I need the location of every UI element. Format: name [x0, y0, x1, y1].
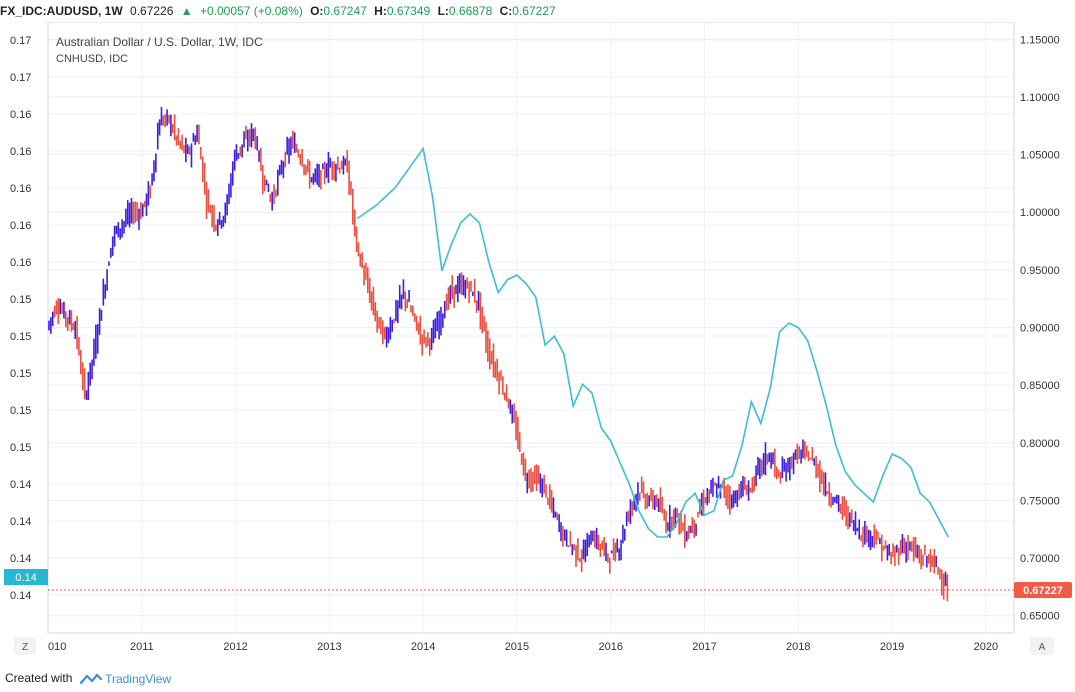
corner-left-label[interactable]: Z: [22, 642, 28, 653]
last-price: 0.67226: [130, 4, 174, 18]
low-label: L:: [437, 4, 449, 18]
right-tick-label: 0.80000: [1020, 438, 1060, 450]
legend-compare-series: CNHUSD, IDC: [56, 53, 128, 65]
high-label: H:: [374, 4, 387, 18]
x-tick-label: 2015: [505, 641, 529, 653]
left-axis-tag-text: 0.14: [15, 572, 36, 584]
symbol-header: FX_IDC:AUDUSD, 1W 0.67226 ▲ +0.00057 (+0…: [0, 0, 1075, 22]
left-tick-label: 0.15: [10, 368, 31, 380]
x-tick-label: 2013: [317, 641, 341, 653]
left-axis[interactable]: 0.17 0.17 0.16 0.16 0.16 0.16 0.16 0.15 0.15 0.15…: [10, 35, 31, 602]
left-tick-label: 0.14: [10, 553, 31, 565]
left-tick-label: 0.15: [10, 294, 31, 306]
right-axis[interactable]: 1.15000 1.10000 1.05000 1.00000 0.95000 0.900…: [1020, 34, 1060, 622]
left-tick-label: 0.16: [10, 257, 31, 269]
x-axis[interactable]: 010 2011 2012 2013 2014 2015 2016 2017 2018 2019 2…: [48, 641, 998, 653]
right-tick-label: 0.95000: [1020, 265, 1060, 277]
low-value: 0.66878: [448, 4, 493, 18]
change-up-icon: ▲: [180, 4, 193, 18]
left-tick-label: 0.14: [10, 590, 31, 602]
x-tick-label: 010: [48, 641, 66, 653]
right-tick-label: 0.90000: [1020, 323, 1060, 335]
left-tick-label: 0.17: [10, 35, 31, 47]
x-tick-label: 2018: [786, 641, 810, 653]
right-tick-label: 1.10000: [1020, 92, 1060, 104]
left-tick-label: 0.15: [10, 331, 31, 343]
grid: [47, 22, 1014, 633]
high-value: 0.67349: [386, 4, 431, 18]
change-value: +0.00057 (+0.08%): [199, 4, 303, 18]
right-tick-label: 0.75000: [1020, 495, 1060, 507]
audusd-bars: [48, 107, 949, 602]
open-value: 0.67247: [323, 4, 367, 18]
created-with: Created with TradingView: [5, 671, 171, 686]
right-tick-label: 0.65000: [1020, 611, 1060, 623]
legend: Australian Dollar / U.S. Dollar, 1W, IDC…: [56, 35, 263, 65]
right-tick-label: 1.15000: [1020, 34, 1060, 46]
footer: Created with TradingView: [0, 658, 1075, 692]
x-tick-label: 2016: [598, 641, 622, 653]
price-tag: 0.67227: [1014, 582, 1072, 599]
left-tick-label: 0.14: [10, 516, 31, 528]
plot-border: [47, 21, 1015, 634]
open-label: O:: [310, 4, 324, 18]
corner-right-label[interactable]: A: [1039, 642, 1046, 653]
price-tag-text: 0.67227: [1023, 585, 1063, 597]
x-tick-label: 2019: [880, 641, 904, 653]
close-value: 0.67227: [512, 4, 556, 18]
right-tick-label: 1.00000: [1020, 207, 1060, 219]
left-tick-label: 0.16: [10, 183, 31, 195]
chart-area[interactable]: 0.17 0.17 0.16 0.16 0.16 0.16 0.16 0.15 0.15 0.15…: [0, 21, 1075, 658]
left-axis-tag: 0.14: [4, 569, 48, 585]
x-tick-label: 2014: [411, 641, 435, 653]
left-tick-label: 0.16: [10, 109, 31, 121]
left-tick-label: 0.16: [10, 146, 31, 158]
left-tick-label: 0.16: [10, 220, 31, 232]
corner-left-button[interactable]: Z: [14, 637, 36, 655]
right-tick-label: 0.85000: [1020, 380, 1060, 392]
x-tick-label: 2012: [223, 641, 247, 653]
left-tick-label: 0.14: [10, 479, 31, 491]
right-tick-label: 1.05000: [1020, 150, 1060, 162]
x-tick-label: 2020: [974, 641, 998, 653]
created-with-text: Created with: [5, 671, 73, 685]
tradingview-link[interactable]: TradingView: [105, 671, 172, 686]
x-tick-label: 2011: [130, 641, 154, 653]
x-tick-label: 2017: [692, 641, 716, 653]
left-tick-label: 0.17: [10, 72, 31, 84]
close-label: C:: [499, 4, 513, 18]
left-tick-label: 0.15: [10, 405, 31, 417]
legend-main-series: Australian Dollar / U.S. Dollar, 1W, IDC: [56, 35, 263, 49]
right-tick-label: 0.70000: [1020, 553, 1060, 565]
corner-right-button[interactable]: A: [1030, 637, 1054, 655]
tradingview-logo-icon[interactable]: [79, 673, 102, 685]
cnhusd-line: [357, 146, 950, 538]
chart-svg[interactable]: 0.17 0.17 0.16 0.16 0.16 0.16 0.16 0.15 0.15 0.15…: [0, 21, 1075, 658]
left-tick-label: 0.15: [10, 442, 31, 454]
symbol-name[interactable]: FX_IDC:AUDUSD, 1W: [0, 4, 123, 18]
